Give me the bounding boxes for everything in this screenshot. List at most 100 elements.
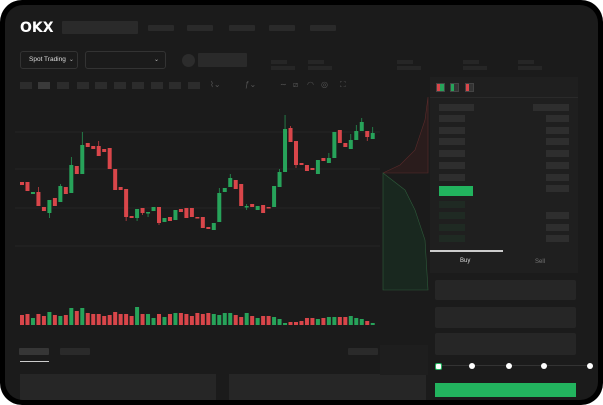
candle-body: [277, 172, 282, 187]
orderbook-sell-icon[interactable]: [465, 83, 474, 92]
candle-body: [354, 131, 359, 140]
filter-button[interactable]: [348, 348, 378, 355]
buy-tab-underline: [430, 250, 503, 252]
volume-bar: [315, 319, 320, 325]
candle-body: [52, 198, 57, 206]
indicator-icon[interactable]: ƒ⌄: [245, 80, 257, 89]
candle-body: [359, 122, 364, 131]
orderbook-buy-icon[interactable]: [450, 83, 459, 92]
slider-track[interactable]: [439, 365, 587, 366]
volume-bar: [74, 311, 79, 325]
total-input[interactable]: [435, 333, 576, 355]
candle-body: [85, 143, 90, 147]
volume-bar: [277, 319, 282, 325]
timeframe-button[interactable]: [20, 82, 32, 89]
candle-body: [47, 200, 52, 213]
volume-bar: [47, 312, 52, 325]
volume-bar: [96, 314, 101, 325]
timeframe-button[interactable]: [151, 82, 163, 89]
candle-body: [140, 208, 145, 213]
volume-bar: [266, 316, 271, 325]
volume-bar: [63, 315, 68, 325]
slider-step[interactable]: [587, 363, 593, 369]
volume-bar: [162, 317, 167, 325]
orderbook-both-icon[interactable]: [436, 83, 445, 92]
slider-step[interactable]: [541, 363, 547, 369]
camera-icon[interactable]: ◠: [307, 80, 314, 89]
candle-body: [288, 128, 293, 142]
nav-item[interactable]: [229, 25, 255, 31]
timeframe-button[interactable]: [188, 82, 200, 89]
depth-asks-area: [382, 96, 429, 174]
search-placeholder[interactable]: [62, 21, 138, 34]
timeframe-button[interactable]: [95, 82, 107, 89]
tab-open-orders[interactable]: [19, 348, 49, 355]
timeframe-button-active[interactable]: [38, 82, 50, 89]
timeframe-button[interactable]: [132, 82, 144, 89]
timeframe-button[interactable]: [57, 82, 69, 89]
candle-body: [30, 192, 35, 194]
timeframe-button[interactable]: [114, 82, 126, 89]
volume-bar: [113, 312, 118, 325]
tab-buy[interactable]: Buy: [460, 258, 471, 264]
volume-bar: [20, 315, 24, 325]
amount-input[interactable]: [435, 307, 576, 328]
price-input[interactable]: [435, 280, 576, 300]
candle-body: [91, 146, 96, 149]
volume-bar: [321, 318, 326, 325]
candle-body: [250, 204, 255, 207]
candle-body: [20, 182, 24, 185]
timeframe-button[interactable]: [169, 82, 181, 89]
candle-body: [294, 141, 298, 165]
ruler-icon[interactable]: ⧄: [293, 80, 299, 89]
nav-item[interactable]: [187, 25, 213, 31]
candle-body: [326, 158, 331, 163]
candle-body: [178, 209, 183, 212]
volume-bar: [173, 313, 178, 325]
volume-bar: [157, 314, 161, 325]
candle-body: [365, 131, 370, 137]
buy-button[interactable]: [435, 383, 576, 397]
timeframe-button[interactable]: [77, 82, 89, 89]
volume-bar: [272, 317, 277, 325]
slider-step[interactable]: [469, 363, 475, 369]
nav-item[interactable]: [148, 25, 174, 31]
candle-body: [107, 148, 112, 169]
volume-bar: [140, 314, 145, 325]
candle-body: [337, 130, 342, 143]
nav-item[interactable]: [310, 25, 336, 31]
volume-bar: [102, 316, 107, 325]
candle-body: [162, 218, 167, 222]
candle-body: [266, 207, 271, 209]
candle-body: [151, 207, 156, 211]
volume-bar: [25, 314, 30, 325]
candle-body: [228, 178, 233, 187]
volume-bar: [195, 313, 200, 325]
candle-body: [244, 206, 249, 208]
volume-bar: [107, 315, 112, 325]
volume-bar: [370, 323, 375, 325]
tab-sell[interactable]: Sell: [535, 259, 546, 265]
fullscreen-icon[interactable]: ⛶: [340, 80, 346, 89]
line-tool-icon[interactable]: ∼: [280, 80, 287, 89]
chart-type-icon[interactable]: ⌇⌄: [210, 80, 221, 89]
volume-bar: [58, 316, 63, 325]
tab-order-history[interactable]: [60, 348, 90, 355]
volume-bar: [261, 316, 266, 325]
volume-bar: [52, 315, 57, 325]
pair-dropdown[interactable]: ⌄: [85, 51, 166, 69]
candle-body: [189, 208, 194, 217]
volume-bar: [80, 308, 85, 325]
nav-item[interactable]: [269, 25, 295, 31]
volume-bar: [36, 314, 41, 325]
spot-trading-dropdown[interactable]: Spot Trading ⌄: [20, 51, 78, 69]
slider-step[interactable]: [506, 363, 512, 369]
settings-icon[interactable]: ◎: [321, 80, 328, 89]
slider-handle[interactable]: [435, 363, 442, 370]
volume-bar: [359, 319, 364, 325]
volume-bar: [255, 318, 260, 325]
candle-body: [129, 216, 134, 218]
volume-bar: [85, 313, 90, 325]
